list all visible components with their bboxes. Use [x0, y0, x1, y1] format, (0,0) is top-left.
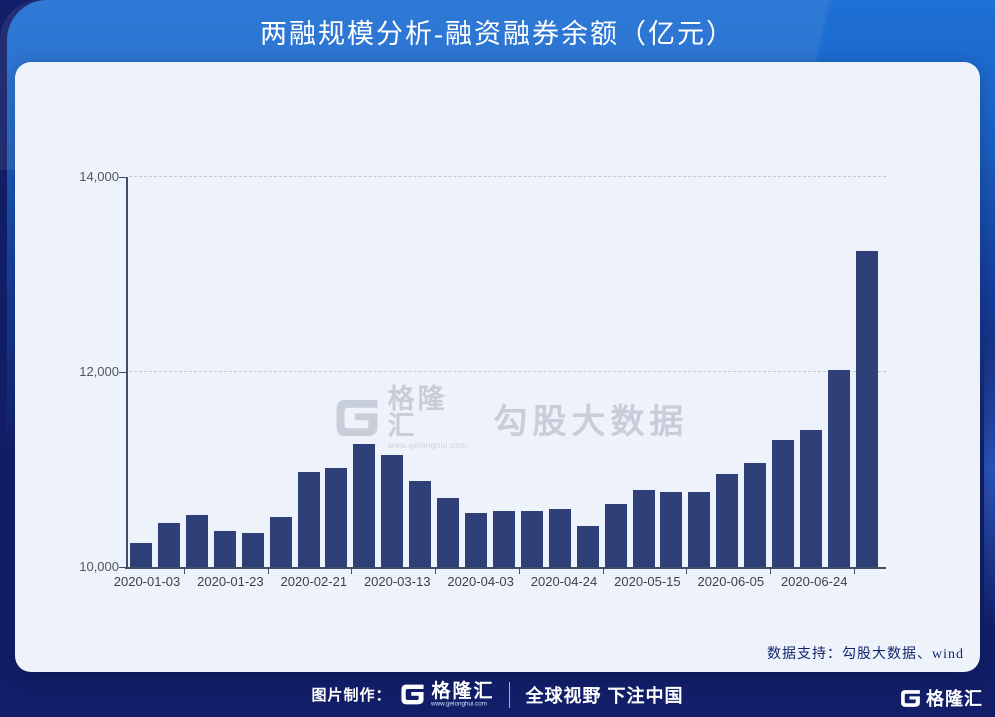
bar: [241, 532, 264, 567]
bar: [130, 542, 152, 567]
x-axis-tick-label: 2020-06-24: [780, 574, 848, 589]
footer-made-by-label: 图片制作：: [311, 687, 392, 704]
x-axis-tick: [435, 569, 437, 574]
y-axis-tick-label: 10,000: [79, 559, 119, 574]
footer-brand-url: www.gelonghui.com: [431, 700, 488, 707]
corner-brand-logo: 格隆汇: [899, 683, 983, 713]
watermark-name: 勾股大数据: [493, 402, 689, 441]
bar: [492, 511, 515, 567]
watermark-brand: 格隆汇: [387, 384, 448, 441]
x-axis-tick: [351, 569, 353, 574]
y-axis-tick: [119, 372, 126, 373]
bar: [744, 462, 767, 567]
bar: [660, 491, 683, 567]
x-axis-tick: [602, 569, 604, 574]
bar: [520, 511, 543, 567]
y-gridline: [129, 176, 886, 177]
x-axis-tick-label: 2020-01-23: [197, 574, 264, 589]
bar: [437, 497, 460, 567]
x-axis-line: [125, 567, 886, 569]
x-axis-tick-label: 2020-01-03: [113, 574, 181, 589]
x-axis-tick: [769, 569, 771, 574]
x-axis-tick: [686, 569, 688, 574]
x-axis-tick-label: 2020-05-15: [614, 574, 681, 589]
bar: [632, 489, 655, 567]
bar: [381, 454, 404, 567]
bar: [688, 491, 711, 567]
bar: [325, 467, 348, 567]
footer-slogan: 全球视野 下注中国: [525, 685, 684, 706]
corner-brand-label: 格隆汇: [926, 689, 983, 709]
footer-bar: 图片制作： 格隆汇 www.gelonghui.com 全球视野 下注中国: [0, 672, 995, 717]
gelonghui-logo-icon: [391, 681, 431, 708]
bar: [185, 515, 208, 567]
bar: [465, 513, 488, 567]
bar: [855, 251, 878, 567]
bar: [409, 481, 432, 567]
page-title: 两融规模分析-融资融券余额（亿元）: [260, 18, 735, 49]
x-axis-tick: [518, 569, 520, 574]
watermark: 格隆汇 www.gelonghui.com 勾股大数据: [336, 384, 683, 451]
footer-brand: 格隆汇: [431, 680, 495, 702]
bar: [269, 517, 292, 567]
gelonghui-logo-icon: [901, 689, 920, 707]
bar: [604, 503, 627, 567]
header: 两融规模分析-融资融券余额（亿元）: [0, 0, 995, 62]
bar: [716, 474, 739, 567]
watermark-url: www.gelonghui.com: [387, 441, 468, 450]
x-axis-tick-label: 2020-04-03: [447, 574, 514, 589]
x-axis-tick: [853, 569, 855, 574]
x-axis-tick: [184, 569, 185, 574]
y-gridline: [129, 371, 886, 372]
x-axis-tick-label: 2020-02-21: [280, 574, 348, 589]
y-axis-tick: [119, 567, 126, 568]
bar: [548, 508, 571, 567]
y-axis-tick: [119, 177, 126, 178]
plot-area: 10,000 12,000 14,000 2020-01-03 2020-01-23 20…: [15, 62, 980, 672]
y-axis-tick-label: 12,000: [79, 364, 119, 379]
data-support-note: 数据支持：勾股大数据、wind: [767, 647, 964, 662]
x-axis-tick-label: 2020-03-13: [363, 574, 431, 589]
bar: [157, 523, 180, 567]
bar: [576, 526, 599, 567]
bar: [213, 530, 236, 567]
bar: [800, 429, 823, 567]
gelonghui-logo-icon: [332, 393, 382, 443]
y-axis-line: [126, 177, 128, 569]
footer-brand-block: 格隆汇 www.gelonghui.com: [431, 682, 494, 708]
bar: [353, 444, 376, 567]
x-axis-tick-label: 2020-06-05: [697, 574, 765, 589]
background-right-glow: [984, 340, 995, 630]
y-axis-tick-label: 14,000: [79, 169, 119, 184]
x-axis-tick: [267, 569, 269, 574]
footer-separator: [508, 681, 510, 708]
bar: [828, 370, 850, 567]
x-axis-tick-label: 2020-04-24: [530, 574, 598, 589]
bar: [297, 472, 320, 567]
bar: [772, 440, 795, 567]
chart-card: 10,000 12,000 14,000 2020-01-03 2020-01-23 20…: [15, 62, 980, 672]
watermark-brand-block: 格隆汇 www.gelonghui.com: [387, 384, 468, 451]
